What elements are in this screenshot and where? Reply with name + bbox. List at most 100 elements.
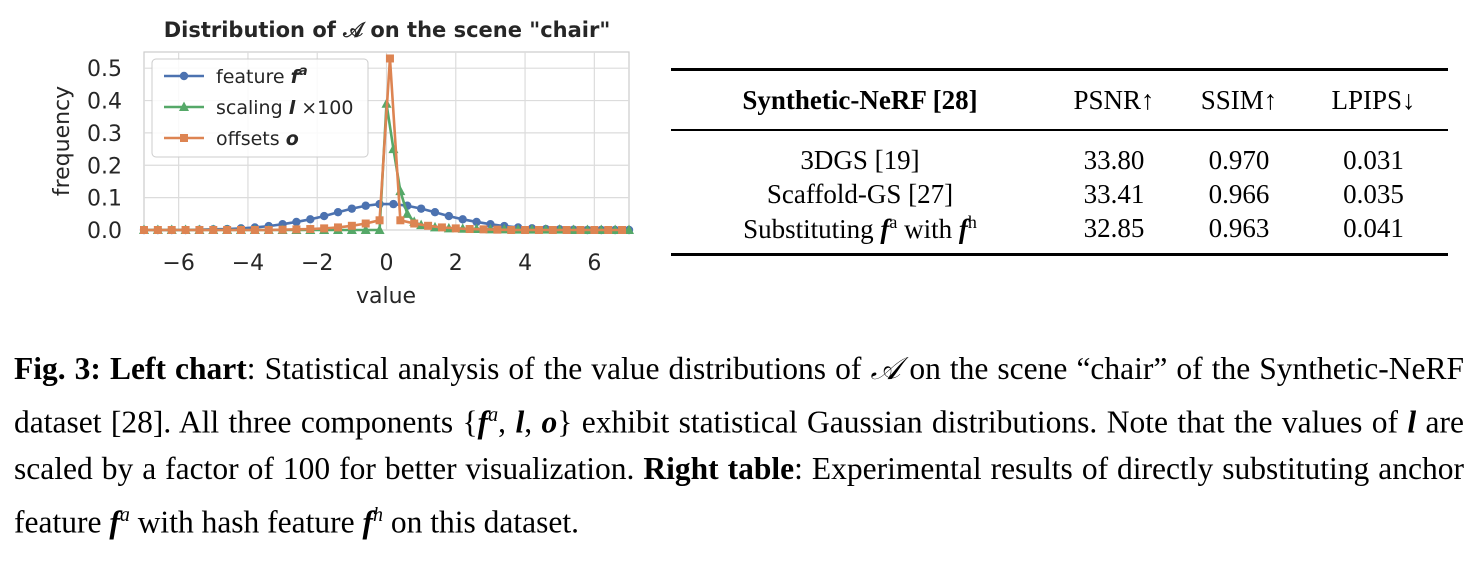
data-point [306, 215, 315, 224]
data-point [437, 223, 446, 232]
data-point [250, 226, 259, 234]
data-point [374, 224, 385, 234]
caption-segment: } exhibit statistical Gaussian distribut… [557, 404, 1408, 440]
math-l: l [515, 404, 525, 440]
series-offsets [140, 54, 627, 234]
method-cell: Scaffold-GS [27] [766, 178, 954, 209]
caption-segment: with hash feature [129, 504, 363, 539]
math-f: f [362, 504, 373, 539]
left-chart-label: Left chart [110, 351, 247, 386]
method-mid: with [897, 213, 959, 244]
legend-label: offsets o [216, 128, 299, 150]
data-point [319, 211, 329, 221]
caption-segment: are scaled by a factor of 100 for better… [14, 404, 1465, 486]
y-tick-label: 0.1 [87, 187, 122, 212]
table-row: Substituting fa with fh 32.85 0.963 0.04… [671, 211, 1448, 245]
caption-segment: on the scene “chair” of the Synthetic-Ne… [14, 351, 1465, 440]
data-point [237, 226, 245, 234]
right-table-label: Right table [643, 450, 795, 486]
y-axis-ticks: 0.0 0.1 0.2 0.3 0.4 0.5 [87, 57, 122, 244]
ssim-cell: 0.963 [1208, 212, 1270, 243]
data-point [195, 226, 204, 234]
data-point [140, 226, 148, 234]
data-point [389, 199, 398, 209]
header-ssim: SSIM↑ [1200, 84, 1278, 115]
data-point [576, 226, 585, 234]
x-tick-label: −6 [162, 251, 194, 276]
ssim-cell: 0.970 [1208, 144, 1270, 175]
data-point [458, 215, 467, 224]
data-point [451, 224, 460, 233]
legend-box [151, 58, 369, 158]
y-tick-label: 0.2 [87, 154, 122, 179]
caption-segment: on this dataset. [382, 504, 579, 539]
math-f: f [958, 213, 968, 244]
math-f: f [109, 504, 120, 539]
y-tick-label: 0.5 [87, 57, 122, 82]
data-point [521, 226, 530, 234]
data-point [472, 217, 481, 227]
data-point [361, 219, 370, 228]
lpips-cell: 0.041 [1343, 212, 1404, 243]
data-point [624, 224, 634, 234]
superscript-a: a [889, 211, 898, 232]
data-point [430, 208, 440, 217]
data-point [347, 221, 356, 230]
y-axis-label: frequency [50, 86, 75, 196]
table-bottom-rule [671, 253, 1448, 256]
superscript-a: a [488, 404, 499, 426]
ssim-cell: 0.966 [1208, 178, 1270, 209]
data-point [590, 226, 599, 234]
table-body: 3DGS [19] 33.80 0.970 0.031 Scaffold-GS … [671, 131, 1448, 253]
psnr-cell: 33.80 [1083, 144, 1145, 175]
data-point [278, 225, 287, 234]
x-tick-label: 6 [587, 251, 601, 276]
data-point [465, 225, 474, 234]
data-point [333, 208, 343, 217]
header-lpips: LPIPS↓ [1331, 84, 1416, 115]
data-point [548, 226, 557, 234]
data-point [361, 201, 370, 210]
superscript-h: h [372, 503, 383, 526]
legend-marker [179, 101, 189, 111]
math-l: l [1407, 404, 1417, 440]
table-mid-rule [671, 129, 1448, 131]
data-point [385, 54, 394, 63]
data-point [444, 211, 454, 221]
x-tick-label: −4 [232, 251, 264, 276]
results-table: Synthetic-NeRF [28] PSNR↑ SSIM↑ LPIPS↓ 3… [671, 68, 1448, 256]
superscript-h: h [967, 211, 977, 232]
caption-segment: , [524, 404, 542, 440]
script-a-symbol: 𝒜 [870, 351, 901, 386]
math-f: f [880, 213, 890, 244]
x-tick-label: 2 [449, 251, 463, 276]
psnr-cell: 33.41 [1083, 178, 1145, 209]
table-header-row: Synthetic-NeRF [28] PSNR↑ SSIM↑ LPIPS↓ [671, 71, 1448, 129]
psnr-cell: 32.85 [1083, 212, 1145, 243]
method-cell: Substituting fa with fh [671, 212, 1049, 245]
data-point [292, 225, 301, 234]
x-tick-label: −2 [301, 251, 333, 276]
table-top-rule [671, 68, 1448, 71]
data-point [167, 226, 176, 234]
x-axis-ticks: −6 −4 −2 0 2 4 6 [162, 251, 601, 276]
data-point [223, 226, 232, 234]
data-point [396, 216, 405, 225]
caption-segment: , [498, 404, 516, 440]
data-point [507, 226, 516, 234]
data-point [306, 225, 315, 234]
data-point [618, 226, 627, 234]
figure-label: Fig. 3: [14, 351, 101, 386]
data-point [424, 221, 433, 230]
data-point [416, 204, 426, 213]
data-point [410, 219, 419, 228]
data-point [181, 226, 190, 234]
data-point [534, 226, 543, 234]
data-point [562, 226, 571, 234]
chart-title: Distribution of 𝒜 on the scene "chair" [164, 18, 611, 42]
y-tick-label: 0.0 [87, 219, 122, 244]
figure-caption: Fig. 3: Left chart: Statistical analysis… [14, 346, 1464, 545]
x-tick-label: 4 [518, 251, 532, 276]
legend-marker [179, 71, 189, 81]
y-tick-label: 0.3 [87, 122, 122, 147]
